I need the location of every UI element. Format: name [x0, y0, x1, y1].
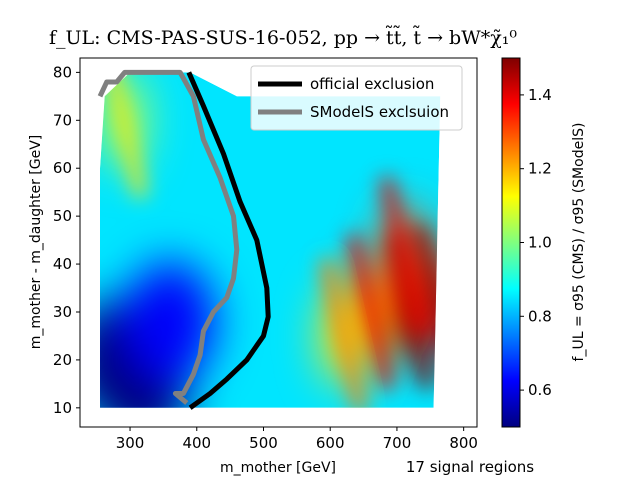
heatmap-layer [100, 72, 441, 408]
colorbar-tick-label: 0.8 [528, 307, 552, 325]
heatmap-hotspot [125, 261, 216, 382]
x-tick-label: 400 [182, 434, 211, 452]
y-tick-label: 50 [53, 207, 72, 225]
heatmap-streak [100, 72, 147, 199]
x-tick-label: 500 [249, 434, 278, 452]
y-tick-label: 40 [53, 255, 72, 273]
x-tick-label: 800 [449, 434, 478, 452]
y-tick-label: 30 [53, 303, 72, 321]
legend-label-official: official exclusion [310, 75, 434, 93]
colorbar-tick-label: 1.4 [528, 86, 552, 104]
signal-regions-note: 17 signal regions [406, 458, 534, 476]
heatmap-streak [380, 176, 427, 333]
y-tick-label: 20 [53, 351, 72, 369]
chart-title: f_UL: CMS-PAS-SUS-16-052, pp → t̃t̃, t̃ … [49, 26, 517, 49]
colorbar-tick-label: 1.2 [528, 160, 552, 178]
y-tick-label: 60 [53, 159, 72, 177]
y-axis-label: m_mother - m_daughter [GeV] [28, 135, 44, 350]
legend-label-smodels: SModelS exclsuion [310, 103, 449, 121]
x-axis-label: m_mother [GeV] [220, 460, 336, 476]
smodels-exclusion-curve [97, 69, 240, 405]
x-tick-label: 300 [116, 434, 145, 452]
colorbar-tick-label: 1.0 [528, 234, 552, 252]
x-tick-label: 700 [383, 434, 412, 452]
colorbar [501, 57, 521, 428]
colorbar-label: f_UL = σ95 (CMS) / σ95 (SModelS) [571, 123, 587, 362]
legend: official exclusion SModelS exclsuion [250, 65, 463, 131]
y-tick-label: 80 [53, 63, 72, 81]
colorbar-tick-label: 0.6 [528, 381, 552, 399]
y-tick-label: 70 [53, 111, 72, 129]
heatmap-streak [320, 258, 367, 408]
y-tick-label: 10 [53, 399, 72, 417]
x-tick-label: 600 [316, 434, 345, 452]
heatmap-streak [347, 234, 393, 390]
heatmap-streak [387, 234, 433, 390]
plot-frame [79, 57, 478, 428]
legend-box [250, 65, 463, 131]
official-exclusion-curve [186, 71, 271, 410]
